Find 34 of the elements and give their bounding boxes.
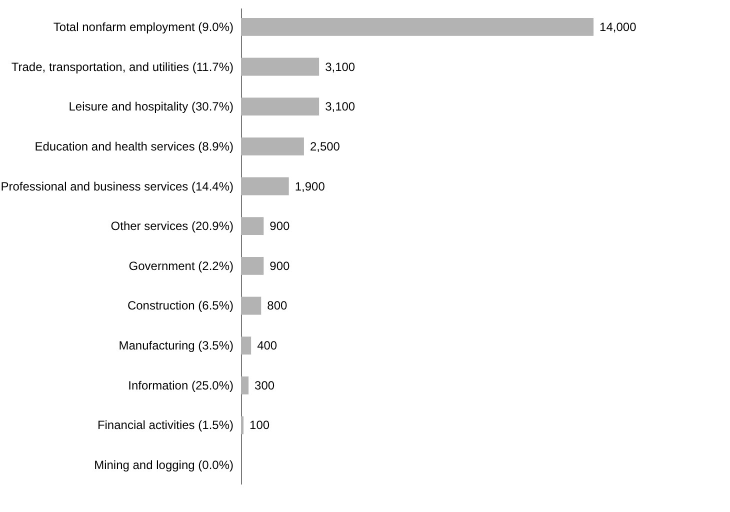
data-label: 2,500 (310, 139, 340, 154)
data-label: 3,100 (325, 100, 356, 114)
y-tick-label: Other services (20.9%) (110, 219, 234, 234)
y-tick-label: Professional and business services (14.4%) (0, 179, 234, 194)
data-label: 800 (267, 298, 288, 313)
bar (241, 177, 289, 196)
data-label: 3,100 (325, 60, 356, 74)
y-tick-label: Leisure and hospitality (30.7%) (68, 100, 234, 114)
y-tick-label: Trade, transportation, and utilities (11.7%) (11, 60, 234, 74)
bar (241, 58, 320, 76)
y-tick-label: Construction (6.5%) (127, 298, 234, 313)
y-tick-label: Education and health services (8.9%) (34, 139, 234, 154)
data-label: 14,000 (600, 20, 637, 34)
data-label: 100 (250, 418, 270, 432)
bar (241, 296, 262, 315)
bar (241, 137, 304, 156)
y-tick-label: Mining and logging (0.0%) (94, 458, 234, 472)
y-tick-label: Total nonfarm employment (9.0%) (53, 20, 234, 34)
data-label: 400 (257, 338, 278, 353)
data-label: 300 (254, 378, 275, 392)
bar (241, 217, 264, 236)
bar (241, 336, 252, 355)
data-label: 900 (270, 258, 290, 273)
y-tick-label: Manufacturing (3.5%) (118, 338, 234, 353)
bar (241, 376, 249, 394)
y-tick-label: Financial activities (1.5%) (97, 418, 234, 432)
data-label: 1,900 (294, 179, 326, 194)
bar (241, 18, 594, 36)
data-label: 900 (270, 219, 290, 234)
bar (241, 416, 244, 434)
y-tick-label: Government (2.2%) (128, 258, 234, 273)
bar (241, 256, 264, 275)
bar (241, 98, 320, 116)
y-tick-label: Information (25.0%) (128, 378, 234, 392)
